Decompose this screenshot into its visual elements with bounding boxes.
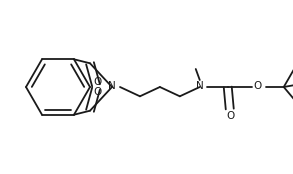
Text: O: O [254, 81, 262, 91]
Text: N: N [108, 81, 116, 91]
Text: O: O [93, 77, 101, 87]
Text: N: N [196, 81, 204, 91]
Text: O: O [226, 111, 235, 121]
Text: O: O [93, 87, 101, 97]
